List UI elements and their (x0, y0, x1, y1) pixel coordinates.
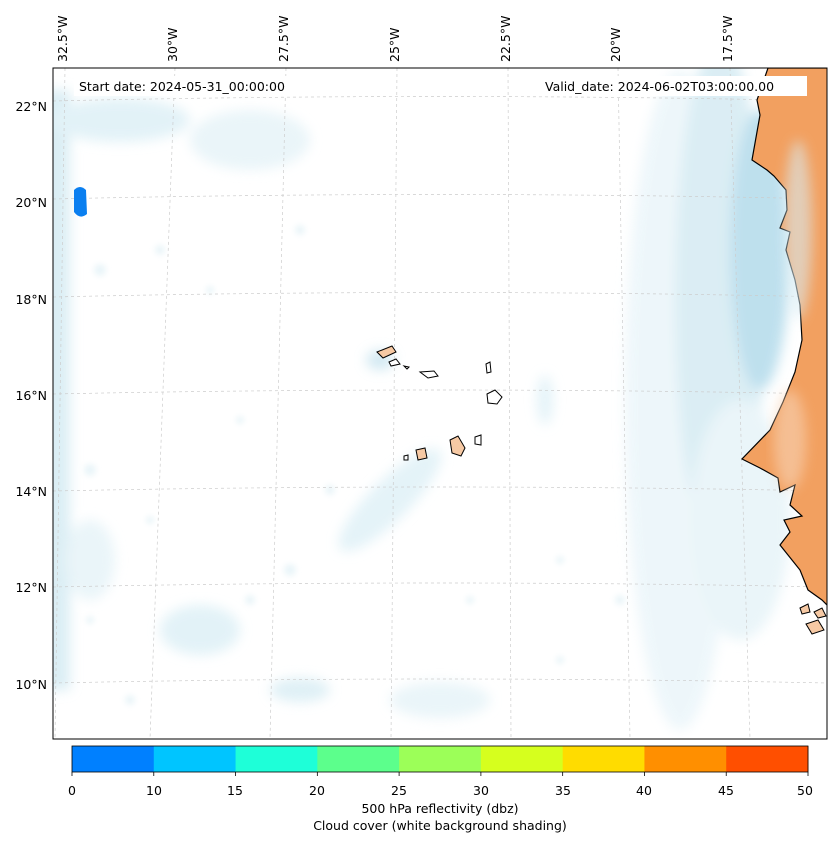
colorbar-cell (399, 746, 482, 772)
start-date-box (74, 76, 314, 96)
map-frame (52, 67, 828, 740)
colorbar-label-reflectivity: 500 hPa reflectivity (dbz) (361, 801, 518, 816)
lon-label: 22.5°W (498, 16, 513, 62)
colorbar-tick-label: 20 (309, 783, 325, 798)
colorbar-tick-label: 0 (68, 783, 76, 798)
lon-label: 30°W (165, 27, 180, 62)
island-santiago (449, 435, 466, 457)
longitude-labels: 32.5°W 30°W 27.5°W 25°W 22.5°W 20°W 17.5… (55, 16, 735, 62)
colorbar-cell (480, 746, 564, 772)
reflectivity-patch (74, 187, 87, 217)
island-boa-vista (486, 389, 503, 405)
colorbar-cell (317, 746, 400, 772)
colorbar-tick-label: 30 (473, 783, 489, 798)
island-santo-antao (376, 345, 397, 359)
lat-label: 14°N (15, 484, 47, 499)
map-area: Start date: 2024-05-31_00:00:00 Valid_da… (53, 68, 827, 739)
lat-label: 22°N (15, 99, 47, 114)
colorbar-cell (235, 746, 318, 772)
lat-label: 10°N (15, 677, 47, 692)
colorbar-tick-label: 15 (227, 783, 243, 798)
lat-label: 16°N (15, 388, 47, 403)
island-sao-vicente (388, 358, 401, 367)
colorbar-tick-label: 35 (555, 783, 571, 798)
lon-label: 32.5°W (55, 16, 70, 62)
colorbar-frame (71, 745, 809, 773)
bissagos-islands (799, 603, 827, 635)
colorbar-tick-label: 45 (718, 783, 734, 798)
graticule (53, 68, 827, 739)
colorbar-cell (726, 746, 809, 772)
cloud-cover-shading (53, 68, 790, 730)
lon-label: 25°W (387, 27, 402, 62)
latitude-labels: 22°N 20°N 18°N 16°N 14°N 12°N 10°N (15, 99, 47, 692)
island-santa-luzia (402, 365, 411, 370)
colorbar-cell (153, 746, 237, 772)
island-sal (485, 361, 492, 374)
island-maio (474, 434, 482, 446)
cape-verde-islands (376, 345, 503, 461)
colorbar-cell (644, 746, 727, 772)
start-date-label: Start date: 2024-05-31_00:00:00 (79, 79, 285, 94)
island-brava (403, 454, 409, 461)
lon-label: 20°W (608, 27, 623, 62)
colorbar-cell (72, 746, 155, 772)
island-fogo (415, 447, 428, 461)
colorbar-tick-label: 50 (797, 783, 813, 798)
colorbar-tick-label: 40 (636, 783, 652, 798)
lat-label: 20°N (15, 195, 47, 210)
colorbar: 0 10 15 20 25 30 35 40 45 50 500 hPa ref… (68, 745, 813, 833)
valid-date-label: Valid_date: 2024-06-02T03:00:00.00 (545, 79, 774, 94)
colorbar-label-cloud-cover: Cloud cover (white background shading) (313, 818, 567, 833)
lat-label: 18°N (15, 292, 47, 307)
lon-label: 17.5°W (720, 16, 735, 62)
island-sao-nicolau (418, 370, 439, 379)
colorbar-cell (562, 746, 645, 772)
colorbar-tick-label: 25 (391, 783, 407, 798)
lon-label: 27.5°W (276, 16, 291, 62)
valid-date-box (540, 76, 807, 96)
lat-label: 12°N (15, 580, 47, 595)
colorbar-tick-label: 10 (146, 783, 162, 798)
